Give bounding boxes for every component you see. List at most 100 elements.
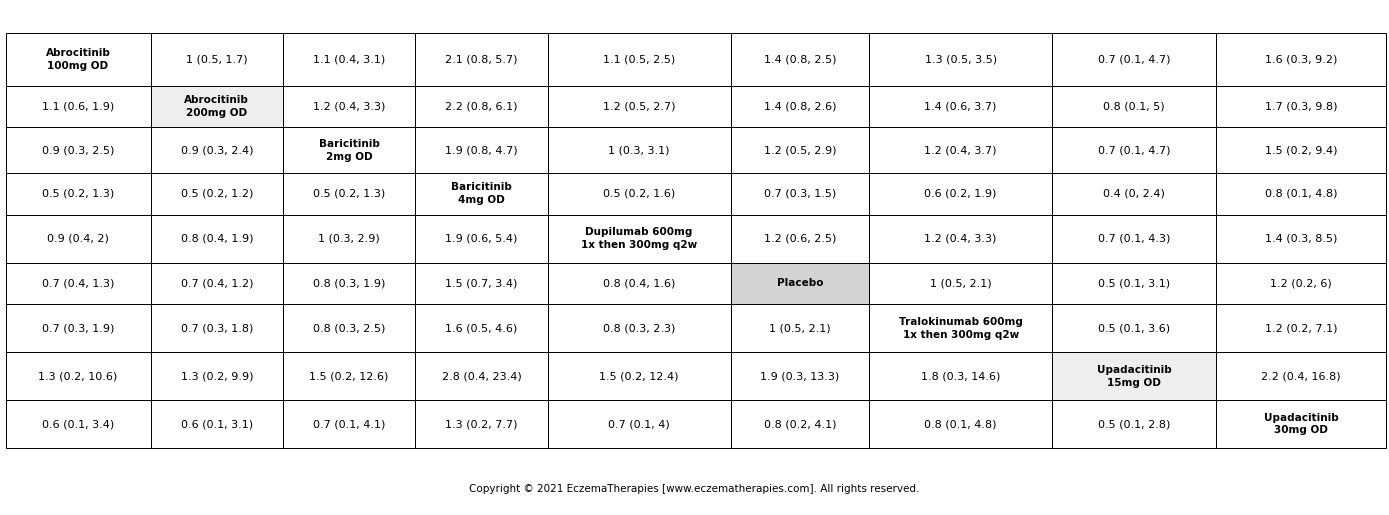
Bar xyxy=(1215,304,1386,352)
Text: 1 (0.5, 2.1): 1 (0.5, 2.1) xyxy=(770,323,831,333)
Text: 1.2 (0.2, 7.1): 1.2 (0.2, 7.1) xyxy=(1265,323,1338,333)
Bar xyxy=(283,173,415,215)
Text: 0.7 (0.1, 4.1): 0.7 (0.1, 4.1) xyxy=(313,419,385,429)
Text: 2.2 (0.8, 6.1): 2.2 (0.8, 6.1) xyxy=(446,101,518,111)
Text: 0.7 (0.3, 1.9): 0.7 (0.3, 1.9) xyxy=(42,323,114,333)
Text: 1.3 (0.2, 9.9): 1.3 (0.2, 9.9) xyxy=(181,371,253,381)
Bar xyxy=(1051,400,1215,448)
Bar xyxy=(1051,263,1215,304)
Bar xyxy=(150,304,283,352)
Bar xyxy=(870,400,1051,448)
Text: 1.5 (0.2, 12.4): 1.5 (0.2, 12.4) xyxy=(600,371,679,381)
Text: 0.8 (0.3, 1.9): 0.8 (0.3, 1.9) xyxy=(313,279,385,288)
Text: 0.7 (0.3, 1.8): 0.7 (0.3, 1.8) xyxy=(181,323,253,333)
Bar xyxy=(870,304,1051,352)
Bar xyxy=(547,215,731,263)
Text: 0.6 (0.1, 3.1): 0.6 (0.1, 3.1) xyxy=(181,419,253,429)
Text: 0.5 (0.1, 3.6): 0.5 (0.1, 3.6) xyxy=(1097,323,1170,333)
Text: 1.9 (0.3, 13.3): 1.9 (0.3, 13.3) xyxy=(760,371,839,381)
Bar xyxy=(731,85,870,127)
Bar xyxy=(6,263,150,304)
Bar xyxy=(547,352,731,400)
Text: 1.8 (0.3, 14.6): 1.8 (0.3, 14.6) xyxy=(921,371,1000,381)
Bar xyxy=(1215,173,1386,215)
Bar xyxy=(731,33,870,85)
Bar xyxy=(283,127,415,173)
Text: 0.5 (0.2, 1.3): 0.5 (0.2, 1.3) xyxy=(42,189,114,199)
Bar xyxy=(415,304,547,352)
Text: 1.3 (0.2, 10.6): 1.3 (0.2, 10.6) xyxy=(39,371,118,381)
Text: 0.5 (0.2, 1.3): 0.5 (0.2, 1.3) xyxy=(313,189,385,199)
Bar xyxy=(1051,85,1215,127)
Bar xyxy=(6,352,150,400)
Text: 0.6 (0.2, 1.9): 0.6 (0.2, 1.9) xyxy=(925,189,997,199)
Text: 1 (0.5, 1.7): 1 (0.5, 1.7) xyxy=(186,55,247,64)
Text: 1.2 (0.5, 2.9): 1.2 (0.5, 2.9) xyxy=(764,145,836,155)
Text: 1.2 (0.4, 3.3): 1.2 (0.4, 3.3) xyxy=(313,101,385,111)
Text: 1.1 (0.6, 1.9): 1.1 (0.6, 1.9) xyxy=(42,101,114,111)
Text: 0.8 (0.1, 5): 0.8 (0.1, 5) xyxy=(1103,101,1165,111)
Bar xyxy=(415,127,547,173)
Text: 1.5 (0.2, 9.4): 1.5 (0.2, 9.4) xyxy=(1265,145,1338,155)
Text: 1.6 (0.5, 4.6): 1.6 (0.5, 4.6) xyxy=(446,323,518,333)
Bar xyxy=(731,173,870,215)
Text: 0.9 (0.3, 2.4): 0.9 (0.3, 2.4) xyxy=(181,145,253,155)
Text: Upadacitinib
30mg OD: Upadacitinib 30mg OD xyxy=(1264,413,1339,436)
Bar xyxy=(6,400,150,448)
Bar xyxy=(1051,352,1215,400)
Text: 0.8 (0.3, 2.5): 0.8 (0.3, 2.5) xyxy=(313,323,385,333)
Bar xyxy=(150,400,283,448)
Text: 1.5 (0.2, 12.6): 1.5 (0.2, 12.6) xyxy=(310,371,389,381)
Text: 1.3 (0.2, 7.7): 1.3 (0.2, 7.7) xyxy=(446,419,518,429)
Text: 1.7 (0.3, 9.8): 1.7 (0.3, 9.8) xyxy=(1265,101,1338,111)
Text: Dupilumab 600mg
1x then 300mg q2w: Dupilumab 600mg 1x then 300mg q2w xyxy=(581,227,697,250)
Text: 0.6 (0.1, 3.4): 0.6 (0.1, 3.4) xyxy=(42,419,114,429)
Text: Baricitinib
2mg OD: Baricitinib 2mg OD xyxy=(318,139,379,162)
Text: 0.5 (0.1, 3.1): 0.5 (0.1, 3.1) xyxy=(1097,279,1170,288)
Bar xyxy=(283,33,415,85)
Bar xyxy=(283,85,415,127)
Bar xyxy=(150,127,283,173)
Text: 0.8 (0.1, 4.8): 0.8 (0.1, 4.8) xyxy=(1265,189,1338,199)
Bar xyxy=(547,263,731,304)
Bar xyxy=(415,215,547,263)
Bar xyxy=(731,352,870,400)
Text: Placebo: Placebo xyxy=(776,279,824,288)
Text: 0.8 (0.3, 2.3): 0.8 (0.3, 2.3) xyxy=(603,323,675,333)
Bar xyxy=(415,85,547,127)
Bar xyxy=(1051,127,1215,173)
Bar xyxy=(150,263,283,304)
Text: 0.7 (0.1, 4.7): 0.7 (0.1, 4.7) xyxy=(1097,145,1171,155)
Text: Abrocitinib
100mg OD: Abrocitinib 100mg OD xyxy=(46,48,111,71)
Bar xyxy=(6,304,150,352)
Bar xyxy=(731,263,870,304)
Text: 0.7 (0.1, 4.7): 0.7 (0.1, 4.7) xyxy=(1097,55,1171,64)
Text: 0.8 (0.2, 4.1): 0.8 (0.2, 4.1) xyxy=(764,419,836,429)
Text: 0.7 (0.4, 1.2): 0.7 (0.4, 1.2) xyxy=(181,279,253,288)
Bar xyxy=(1215,85,1386,127)
Text: 1.9 (0.6, 5.4): 1.9 (0.6, 5.4) xyxy=(446,234,518,244)
Text: 1.2 (0.6, 2.5): 1.2 (0.6, 2.5) xyxy=(764,234,836,244)
Text: 1.3 (0.5, 3.5): 1.3 (0.5, 3.5) xyxy=(925,55,997,64)
Text: Abrocitinib
200mg OD: Abrocitinib 200mg OD xyxy=(185,95,249,118)
Text: 0.7 (0.1, 4.3): 0.7 (0.1, 4.3) xyxy=(1097,234,1171,244)
Text: 0.5 (0.2, 1.2): 0.5 (0.2, 1.2) xyxy=(181,189,253,199)
Text: 1.2 (0.4, 3.7): 1.2 (0.4, 3.7) xyxy=(925,145,997,155)
Text: 1.2 (0.5, 2.7): 1.2 (0.5, 2.7) xyxy=(603,101,675,111)
Bar xyxy=(547,33,731,85)
Text: 0.7 (0.3, 1.5): 0.7 (0.3, 1.5) xyxy=(764,189,836,199)
Text: 1.2 (0.2, 6): 1.2 (0.2, 6) xyxy=(1270,279,1332,288)
Text: 1.9 (0.8, 4.7): 1.9 (0.8, 4.7) xyxy=(446,145,518,155)
Text: 0.4 (0, 2.4): 0.4 (0, 2.4) xyxy=(1103,189,1165,199)
Text: 1 (0.3, 2.9): 1 (0.3, 2.9) xyxy=(318,234,381,244)
Bar xyxy=(1215,263,1386,304)
Bar xyxy=(1215,400,1386,448)
Text: 0.5 (0.1, 2.8): 0.5 (0.1, 2.8) xyxy=(1097,419,1171,429)
Bar xyxy=(6,33,150,85)
Bar xyxy=(1215,127,1386,173)
Bar xyxy=(731,400,870,448)
Bar xyxy=(6,173,150,215)
Bar xyxy=(6,127,150,173)
Bar xyxy=(150,215,283,263)
Text: Upadacitinib
15mg OD: Upadacitinib 15mg OD xyxy=(1097,365,1171,388)
